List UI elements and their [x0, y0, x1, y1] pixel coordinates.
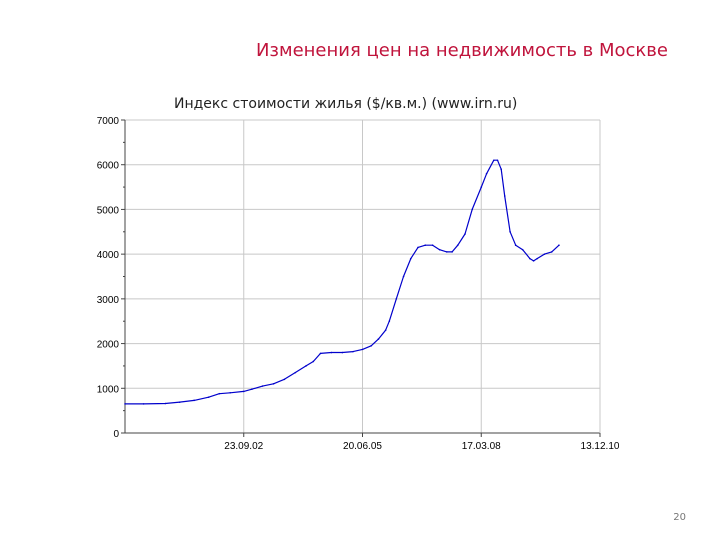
data-point: [361, 348, 364, 351]
data-point: [424, 244, 427, 246]
data-point: [409, 257, 412, 260]
data-point: [218, 392, 221, 395]
data-point: [471, 208, 474, 211]
data-point: [384, 329, 387, 331]
y-tick-label: 3000: [97, 295, 120, 306]
data-point: [261, 385, 264, 387]
data-point: [370, 345, 372, 347]
data-point: [521, 248, 524, 251]
data-point: [229, 391, 232, 394]
data-point: [558, 244, 560, 246]
data-point: [377, 338, 380, 340]
data-point: [417, 246, 419, 249]
series-line: [125, 159, 560, 405]
x-tick-label: 23.09.02: [224, 441, 263, 452]
y-tick-label: 2000: [97, 340, 120, 351]
data-point: [312, 360, 315, 363]
data-point: [451, 251, 453, 253]
data-point: [500, 168, 502, 170]
data-point: [493, 159, 495, 162]
data-point: [178, 401, 181, 403]
data-point: [438, 248, 441, 251]
data-point: [550, 251, 553, 253]
data-point: [388, 320, 391, 323]
slide-title: Изменения цен на недвижимость в Москве: [255, 40, 668, 61]
data-point: [193, 399, 195, 402]
data-point: [272, 383, 275, 385]
grid-lines: [125, 119, 600, 433]
data-point: [142, 403, 145, 405]
data-point: [207, 396, 210, 399]
x-tick-label: 20.06.05: [343, 441, 382, 452]
page-number: 20: [673, 512, 686, 523]
tick-labels: 0100020003000400050006000700027.12.9923.…: [97, 116, 620, 452]
data-point: [283, 378, 286, 381]
y-tick-label: 5000: [97, 205, 120, 216]
y-tick-label: 6000: [97, 161, 120, 172]
x-tick-label: 13.12.10: [581, 441, 620, 452]
data-point: [480, 186, 483, 188]
series-layer: [124, 159, 560, 405]
data-point: [536, 257, 538, 260]
data-point: [456, 244, 459, 246]
data-point: [529, 257, 531, 260]
data-point: [124, 403, 126, 405]
y-tick-label: 7000: [97, 116, 120, 127]
data-point: [464, 233, 466, 235]
data-point: [446, 251, 448, 253]
data-point: [242, 390, 245, 393]
data-point: [305, 365, 307, 367]
y-tick-label: 4000: [97, 250, 120, 261]
data-point: [251, 388, 253, 390]
y-tick-label: 1000: [97, 384, 120, 395]
data-point: [503, 195, 506, 197]
data-point: [319, 352, 322, 355]
data-point: [532, 260, 535, 262]
data-point: [496, 159, 499, 162]
data-point: [330, 351, 333, 354]
data-point: [341, 351, 344, 354]
data-point: [402, 275, 405, 278]
chart-title: Индекс стоимости жилья ($/кв.м.) (www.ir…: [174, 96, 518, 112]
data-point: [431, 244, 434, 246]
y-tick-label: 0: [113, 429, 119, 440]
data-point: [485, 172, 488, 175]
data-point: [543, 253, 546, 255]
chart-axes: [121, 119, 601, 437]
data-point: [509, 230, 511, 233]
x-tick-label: 17.03.08: [462, 441, 501, 452]
data-point: [164, 402, 167, 405]
data-point: [395, 298, 398, 300]
data-point: [294, 371, 297, 374]
data-point: [352, 350, 354, 353]
data-point: [514, 244, 517, 246]
